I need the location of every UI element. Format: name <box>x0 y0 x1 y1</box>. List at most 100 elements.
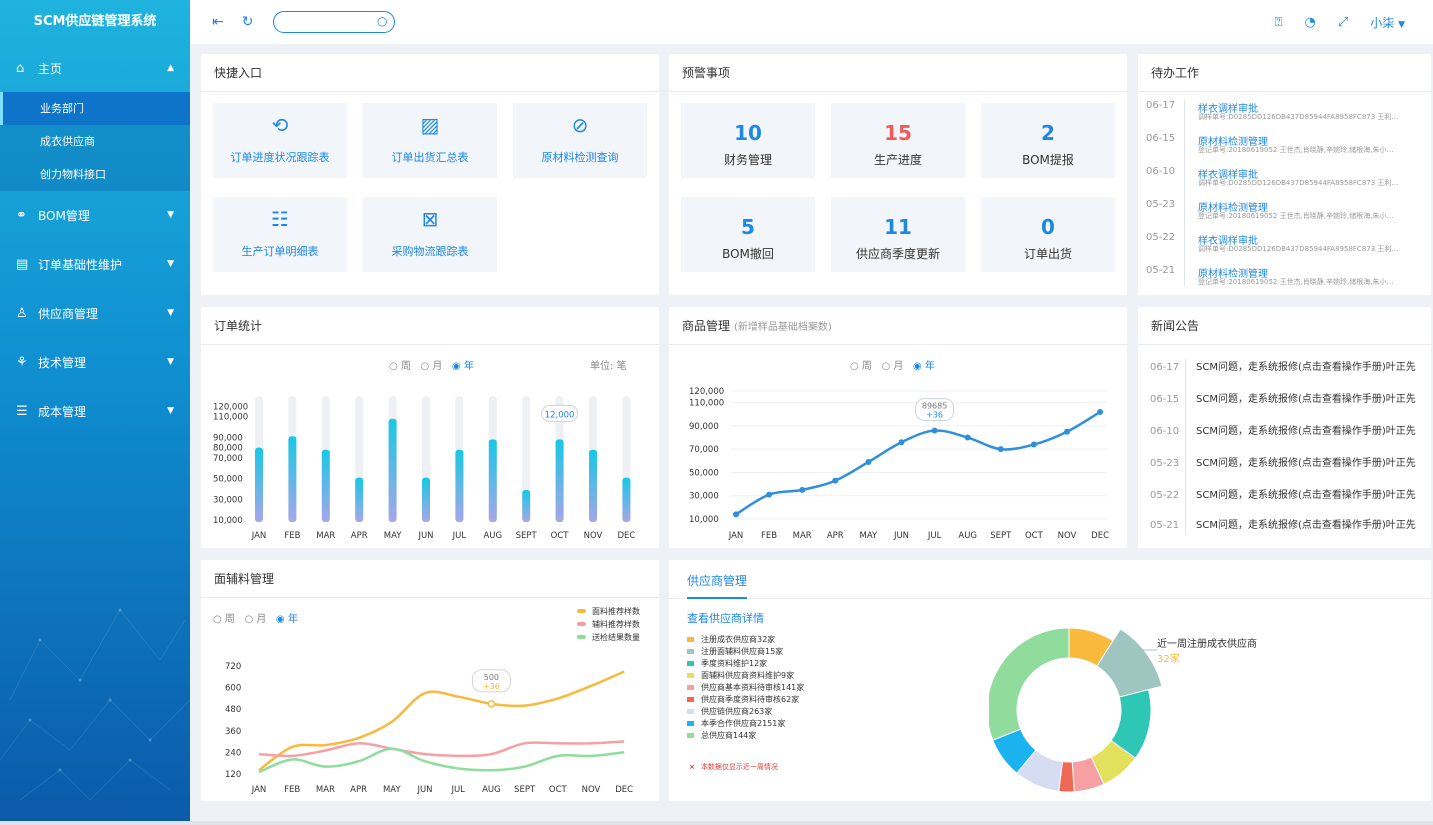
legend-swatch <box>687 636 694 642</box>
radio-month[interactable]: ○ 月 <box>244 614 267 625</box>
callout-value: 32家 <box>1157 654 1180 665</box>
news-item[interactable]: 06-17 SCM问题，走系统报修(点击查看操作手册)叶正先 <box>1150 358 1425 373</box>
tab-supplier[interactable]: 供应商管理 <box>687 572 748 599</box>
warning-order-shipment[interactable]: 0 订单出货 <box>981 197 1115 272</box>
quick-entry-order-shipment[interactable]: ▨ 订单出货汇总表 <box>363 103 497 178</box>
quick-entry-production-detail[interactable]: ☷ 生产订单明细表 <box>213 197 347 272</box>
data-point <box>1097 408 1104 415</box>
submenu-item-material-interface[interactable]: 创力物料接口 <box>40 168 106 181</box>
x-tick-label: SEPT <box>516 531 538 541</box>
y-tick-label: 90,000 <box>689 422 719 432</box>
warning-bom-withdraw[interactable]: 5 BOM撤回 <box>681 197 815 272</box>
x-tick-label: FEB <box>761 531 777 541</box>
search-icon[interactable]: ○ <box>376 14 388 28</box>
radio-label: 年 <box>463 361 474 372</box>
legend-item: 总供应商144家 <box>687 729 804 741</box>
y-tick-label: 110,000 <box>689 399 724 409</box>
data-point <box>487 700 496 708</box>
theme-palette-icon[interactable]: ◔ <box>1304 14 1316 30</box>
y-tick-label: 50,000 <box>213 475 243 485</box>
y-tick-label: 720 <box>225 662 241 672</box>
warning-bom-submit[interactable]: 2 BOM提报 <box>981 103 1115 178</box>
chevron-up-icon: ▲ <box>167 63 174 73</box>
x-tick-label: JUL <box>927 531 942 541</box>
x-tick-label: NOV <box>1058 531 1077 541</box>
news-item[interactable]: 05-22 SCM问题，走系统报修(点击查看操作手册)叶正先 <box>1150 486 1425 501</box>
news-item[interactable]: 06-15 SCM问题，走系统报修(点击查看操作手册)叶正先 <box>1150 390 1425 405</box>
menu-order-maintenance[interactable]: ▤ 订单基础性维护 ▼ <box>0 240 190 289</box>
user-menu[interactable]: 小柒 ▼ <box>1370 14 1405 31</box>
quick-entry-material-inspection[interactable]: ⊘ 原材料检测查询 <box>513 103 647 178</box>
search-input[interactable]: ○ <box>273 11 396 33</box>
legend-swatch <box>687 648 694 654</box>
data-point <box>832 477 839 484</box>
todo-item-title: 原材料检测管理 <box>1198 137 1268 148</box>
help-icon[interactable]: ⍰ <box>1274 14 1283 30</box>
radio-month[interactable]: ○ 月 <box>420 361 443 372</box>
radio-year[interactable]: ◉ 年 <box>275 614 298 625</box>
refresh-icon[interactable]: ↻ <box>241 14 254 30</box>
data-note: × 本数据仅显示近一周情况 <box>689 762 778 772</box>
legend-swatch <box>577 622 586 626</box>
legend-item: 面辅料供应商资料维护9家 <box>687 669 804 681</box>
warning-production[interactable]: 15 生产进度 <box>831 103 965 178</box>
series-line <box>735 410 1101 516</box>
collapse-menu-icon[interactable]: ⇤ <box>212 14 224 30</box>
quick-entry-logistics[interactable]: ⊠ 采购物流跟踪表 <box>363 197 497 272</box>
legend-label: 总供应商144家 <box>701 730 757 740</box>
menu-bom[interactable]: ⚭ BOM管理 ▼ <box>0 191 190 240</box>
news-item[interactable]: 05-21 SCM问题，走系统报修(点击查看操作手册)叶正先 <box>1150 516 1425 531</box>
fabric-card: 面辅料管理 ○ 周 ○ 月 ◉ 年 120 240 360 480 600 720 JAN F… <box>201 560 659 801</box>
news-text: SCM问题，走系统报修(点击查看操作手册)叶正先 <box>1196 426 1416 437</box>
chevron-down-icon: ▼ <box>167 259 174 269</box>
news-item[interactable]: 05-23 SCM问题，走系统报修(点击查看操作手册)叶正先 <box>1150 454 1425 469</box>
legend-item: 供应商基本资料待审核141家 <box>687 681 804 693</box>
x-tick-label: MAR <box>316 531 335 541</box>
menu-cost[interactable]: ☰ 成本管理 ▼ <box>0 387 190 436</box>
submenu-item-business-dept[interactable]: 业务部门 <box>0 92 190 125</box>
todo-item-title: 样衣调样审批 <box>1198 170 1258 181</box>
bottom-scrollbar[interactable] <box>0 821 1433 825</box>
radio-week[interactable]: ○ 周 <box>213 614 235 625</box>
data-point <box>733 511 739 518</box>
x-tick-label: FEB <box>284 531 300 541</box>
radio-year[interactable]: ◉ 年 <box>912 361 935 372</box>
radio-week[interactable]: ○ 周 <box>850 361 872 372</box>
order-stats-title: 订单统计 <box>201 307 659 345</box>
fullscreen-icon[interactable]: ⤢ <box>1337 14 1349 30</box>
quick-entry-label: 采购物流跟踪表 <box>391 245 469 258</box>
bar <box>288 436 297 522</box>
quick-entry-order-progress[interactable]: ⟲ 订单进度状况跟踪表 <box>213 103 347 178</box>
radio-year[interactable]: ◉ 年 <box>451 361 474 372</box>
link-icon: ⚭ <box>16 208 27 223</box>
radio-week[interactable]: ○ 周 <box>389 361 411 372</box>
x-tick-label: JUN <box>893 531 909 541</box>
bar <box>455 449 464 522</box>
x-tick-label: SEPT <box>514 785 536 795</box>
warning-label: 订单出货 <box>1023 247 1072 261</box>
x-tick-label: DEC <box>1091 531 1109 541</box>
warning-finance[interactable]: 10 财务管理 <box>681 103 815 178</box>
news-date: 06-17 <box>1150 362 1180 373</box>
series-line <box>258 740 625 758</box>
menu-home[interactable]: ⌂ 主页 ▲ <box>0 44 190 92</box>
legend-label: 季度资料维护12家 <box>701 658 768 668</box>
warning-supplier-quarterly[interactable]: 11 供应商季度更新 <box>831 197 965 272</box>
news-text: SCM问题，走系统报修(点击查看操作手册)叶正先 <box>1196 362 1416 373</box>
y-tick-label: 50,000 <box>689 468 719 478</box>
todo-item-title: 样衣调样审批 <box>1198 104 1258 115</box>
bar <box>622 477 631 522</box>
goods-title-text: 商品管理 <box>682 319 731 333</box>
x-tick-label: JUN <box>416 785 432 795</box>
view-supplier-detail-link[interactable]: 查看供应商详情 <box>687 612 764 625</box>
news-date: 06-15 <box>1150 394 1180 405</box>
x-tick-label: MAY <box>384 531 402 541</box>
warning-count: 15 <box>884 121 912 145</box>
x-tick-label: DEC <box>617 531 635 541</box>
news-item[interactable]: 06-10 SCM问题，走系统报修(点击查看操作手册)叶正先 <box>1150 422 1425 437</box>
menu-tech[interactable]: ⚘ 技术管理 ▼ <box>0 338 190 387</box>
menu-supplier[interactable]: ♙ 供应商管理 ▼ <box>0 289 190 338</box>
submenu-item-garment-supplier[interactable]: 成衣供应商 <box>40 135 95 148</box>
radio-month[interactable]: ○ 月 <box>881 361 904 372</box>
legend-label: 供应链供应商263家 <box>701 706 773 716</box>
